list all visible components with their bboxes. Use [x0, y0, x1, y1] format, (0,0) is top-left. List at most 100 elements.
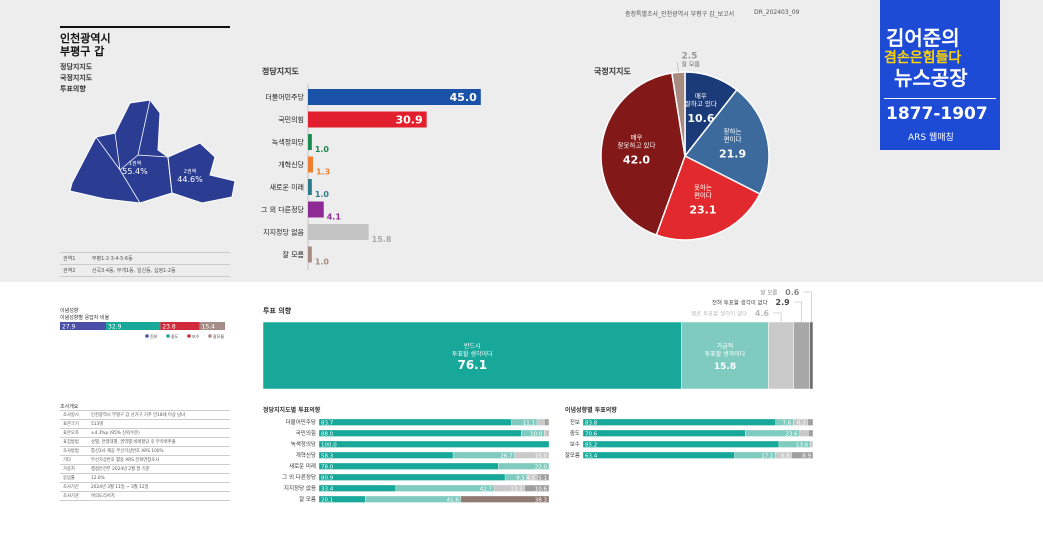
pie-label: 못하는 — [694, 182, 712, 191]
pie-value: 42.0 — [623, 153, 650, 166]
pie-value: 10.6 — [687, 112, 714, 125]
survey-key: 가중치 — [60, 464, 88, 474]
crosstab-value: 8.9 — [802, 454, 811, 460]
vote-value: 15.8 — [714, 362, 736, 372]
vote-label: 투표할 생각이다 — [705, 350, 746, 358]
party-value: 1.0 — [315, 190, 330, 199]
pie-label: 잘하는 — [724, 126, 742, 135]
crosstab-value: 5.1 — [538, 476, 547, 482]
survey-value: 인천광역시 부평구 갑 선거구 거주 만18세 이상 남녀 — [88, 410, 230, 420]
pie-label: 잘하고 있다 — [685, 99, 717, 108]
crosstab-value: 4.5 — [527, 476, 536, 482]
party-value: 15.8 — [372, 235, 392, 244]
ideology-vote-title: 이념성향별 투표의향 — [565, 407, 617, 414]
region-divider-top — [60, 26, 230, 28]
vote-value: 4.6 — [755, 309, 770, 318]
vote-leader — [803, 291, 812, 322]
crosstab-label: 잘 모름 — [299, 495, 316, 503]
pie-label: 편이다 — [694, 190, 712, 199]
report-title: 충청특별조사_인천광역시 부평구 갑_보고서 — [625, 11, 735, 18]
crosstab-value: 88.0 — [321, 432, 334, 438]
vote-label: 잘 모름 — [760, 289, 777, 297]
crosstab-segment — [547, 418, 550, 426]
crosstab-segment — [460, 495, 550, 503]
survey-row: 표본크기 513명 — [60, 419, 230, 429]
crosstab-segment — [537, 473, 550, 481]
vote-segment — [809, 321, 814, 390]
party-bar — [308, 134, 312, 150]
logo-dates: 1877-1907 — [886, 104, 988, 124]
legend-label: 중도 — [171, 334, 179, 339]
crosstab-segment — [810, 440, 814, 448]
ideology-segment — [106, 322, 161, 330]
survey-row: 기타 무선가상번호 활용 ARS 전화면접조사 — [60, 455, 230, 465]
party-label: 지지정당 없음 — [263, 228, 304, 237]
crosstab-value: 38.3 — [535, 498, 548, 504]
crosstab-segment — [318, 440, 550, 448]
crosstab-segment — [582, 440, 780, 448]
crosstab-label: 국민의힘 — [296, 429, 316, 437]
survey-value: ±4.3%p (95% 신뢰수준) — [88, 428, 230, 438]
survey-key: 조사기간 — [60, 482, 88, 492]
crosstab-label: 그 외 다른정당 — [282, 473, 316, 481]
crosstab-segment — [544, 429, 548, 437]
legend-label: 보수 — [192, 333, 200, 339]
menu-item-vote-intent[interactable]: 투표의향 — [60, 85, 86, 93]
pie-value: 2.5 — [681, 52, 697, 61]
ideology-stacked-bar: 27.9 32.9 23.8 15.4 진보 중도 보수 잘모름 — [60, 322, 225, 339]
vote-segment — [681, 321, 769, 390]
survey-row: 조사기간 2024년 3월 11일 ~ 3월 12일 — [60, 482, 230, 492]
vote-segment — [793, 321, 810, 390]
pie-value: 23.1 — [689, 203, 716, 216]
ideology-vote-chart: 진보 83.8 7.6 6.3 중도 70.6 23.6 보수 85.2 13.6 잘모름 63.4 1… — [565, 418, 814, 460]
vote-label: 가급적 — [717, 342, 734, 350]
crosstab-segment — [318, 473, 506, 481]
crosstab-segment — [524, 484, 550, 492]
menu-item-approval[interactable]: 국정지지도 — [60, 74, 93, 82]
zone-desc: 산곡3·4동, 부개1동, 일신동, 십정1·2동 — [88, 264, 230, 277]
logo-divider — [884, 98, 996, 99]
crosstab-value: 7.6 — [782, 421, 791, 427]
logo-line3: 뉴스공장 — [894, 66, 968, 90]
survey-row: 가중치 행정안전부 2024년 2월 말 기준 — [60, 464, 230, 474]
pie-label: 매우 — [631, 133, 643, 141]
party-label: 잘 모름 — [282, 251, 304, 259]
crosstab-value: 58.3 — [321, 454, 334, 460]
ideology-value: 27.9 — [62, 324, 76, 331]
survey-key: 조사기관 — [60, 491, 88, 501]
survey-key: 표본크기 — [60, 419, 88, 429]
party-value: 4.1 — [327, 213, 342, 222]
crosstab-value: 26.7 — [500, 454, 513, 460]
region-title-line2: 부평구 갑 — [60, 45, 105, 58]
crosstab-label: 보수 — [570, 441, 580, 448]
crosstab-value: 33.4 — [321, 487, 334, 493]
map-zone-2 — [167, 142, 236, 204]
party-value: 30.9 — [396, 114, 423, 127]
party-vote-chart: 더불어민주당 83.7 11.1 국민의힘 88.0 10.0 녹색정의당 100.0 개혁신당… — [282, 418, 550, 504]
ideology-value: 15.4 — [202, 324, 216, 331]
map-left-label: 1권역 — [129, 160, 141, 167]
survey-row: 표집방법 성별, 연령대별, 권역별 비례할당 후 무작위추출 — [60, 437, 230, 447]
survey-row: 조사일시 인천광역시 부평구 갑 선거구 거주 만18세 이상 남녀 — [60, 410, 230, 420]
survey-key: 기타 — [60, 455, 88, 465]
survey-value: 무선가상번호 활용 ARS 전화면접조사 — [88, 455, 230, 465]
party-label: 더불어민주당 — [265, 93, 304, 102]
ideology-segment — [60, 322, 107, 330]
crosstab-segment — [807, 418, 814, 426]
pie-slice — [683, 88, 770, 195]
survey-key: 조사방법 — [60, 446, 88, 456]
party-chart-title: 정당지지도 — [262, 67, 299, 76]
crosstab-value: 13.3 — [510, 487, 523, 493]
crosstab-value: 10.0 — [530, 432, 543, 438]
news-factory-logo: 김어준의 겸손은힘들다 뉴스공장 1877-1907 ARS 웹매칭 — [880, 0, 1000, 150]
crosstab-label: 개혁신당 — [296, 451, 316, 459]
crosstab-value: 83.7 — [321, 421, 334, 427]
crosstab-segment — [318, 451, 454, 459]
menu-item-party-support[interactable]: 정당지지도 — [60, 63, 93, 71]
vote-value: 0.6 — [785, 288, 800, 297]
party-bar — [308, 224, 369, 240]
survey-table: 조사일시 인천광역시 부평구 갑 선거구 거주 만18세 이상 남녀 표본크기 513… — [60, 410, 230, 501]
legend-dot — [166, 334, 170, 338]
survey-value: 513명 — [88, 419, 230, 429]
